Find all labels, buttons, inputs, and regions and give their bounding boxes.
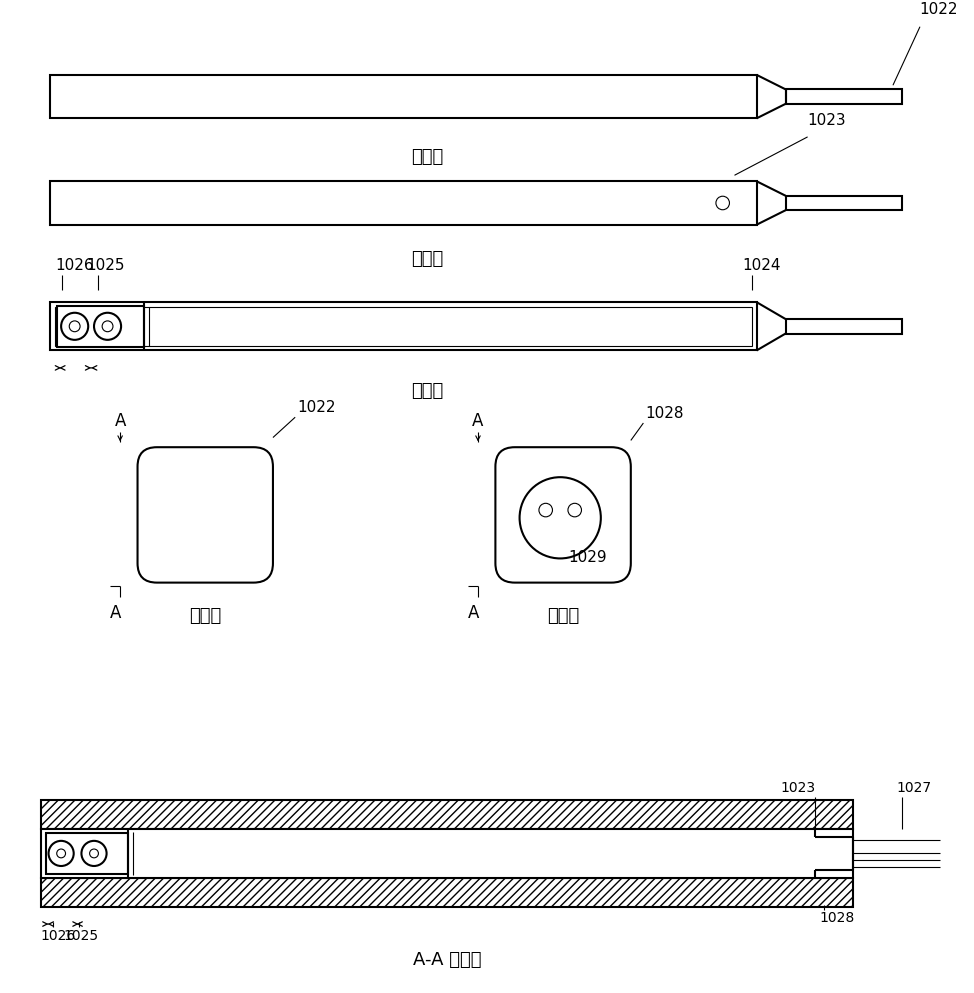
Text: 正视图: 正视图 bbox=[412, 148, 444, 166]
Text: 1025: 1025 bbox=[87, 258, 125, 273]
Text: 1025: 1025 bbox=[63, 928, 98, 943]
Text: 1026: 1026 bbox=[56, 258, 94, 273]
Circle shape bbox=[94, 313, 121, 340]
Circle shape bbox=[61, 313, 89, 340]
Circle shape bbox=[716, 197, 730, 210]
Text: A: A bbox=[114, 412, 126, 430]
Text: 右视图: 右视图 bbox=[547, 608, 580, 626]
Bar bbox=[51, 182, 757, 224]
Circle shape bbox=[568, 503, 581, 516]
Bar bbox=[41, 800, 853, 829]
Circle shape bbox=[56, 849, 65, 858]
Bar bbox=[51, 74, 757, 118]
Bar bbox=[41, 829, 853, 878]
Bar bbox=[57, 306, 144, 347]
Text: 俯视图: 俯视图 bbox=[412, 249, 444, 267]
Text: 1022: 1022 bbox=[297, 400, 336, 415]
Text: A: A bbox=[472, 412, 484, 430]
Circle shape bbox=[539, 503, 552, 516]
Text: 1029: 1029 bbox=[568, 550, 607, 565]
Text: 1027: 1027 bbox=[897, 781, 932, 795]
Text: 1028: 1028 bbox=[819, 912, 854, 925]
Circle shape bbox=[519, 478, 601, 558]
Text: 1024: 1024 bbox=[742, 258, 780, 273]
FancyBboxPatch shape bbox=[496, 447, 631, 583]
Text: 1028: 1028 bbox=[646, 406, 684, 421]
Text: 左视图: 左视图 bbox=[189, 608, 221, 626]
Text: A: A bbox=[468, 604, 479, 622]
Circle shape bbox=[49, 841, 74, 866]
Bar bbox=[786, 319, 902, 334]
Bar bbox=[41, 878, 853, 907]
Bar bbox=[786, 196, 902, 211]
Text: 仰视图: 仰视图 bbox=[412, 382, 444, 400]
Circle shape bbox=[82, 841, 106, 866]
Text: 1023: 1023 bbox=[781, 781, 816, 795]
Text: 1022: 1022 bbox=[919, 2, 957, 17]
Bar bbox=[51, 302, 757, 351]
Text: 1023: 1023 bbox=[807, 113, 846, 128]
Circle shape bbox=[90, 849, 98, 858]
Text: 1026: 1026 bbox=[41, 928, 76, 943]
FancyBboxPatch shape bbox=[137, 447, 273, 583]
Bar bbox=[786, 89, 902, 104]
Text: A: A bbox=[110, 604, 121, 622]
Bar bbox=[46, 833, 128, 874]
Text: A-A 剖面图: A-A 剖面图 bbox=[413, 951, 481, 969]
Circle shape bbox=[102, 321, 113, 332]
Bar bbox=[56, 307, 752, 346]
Circle shape bbox=[69, 321, 80, 332]
